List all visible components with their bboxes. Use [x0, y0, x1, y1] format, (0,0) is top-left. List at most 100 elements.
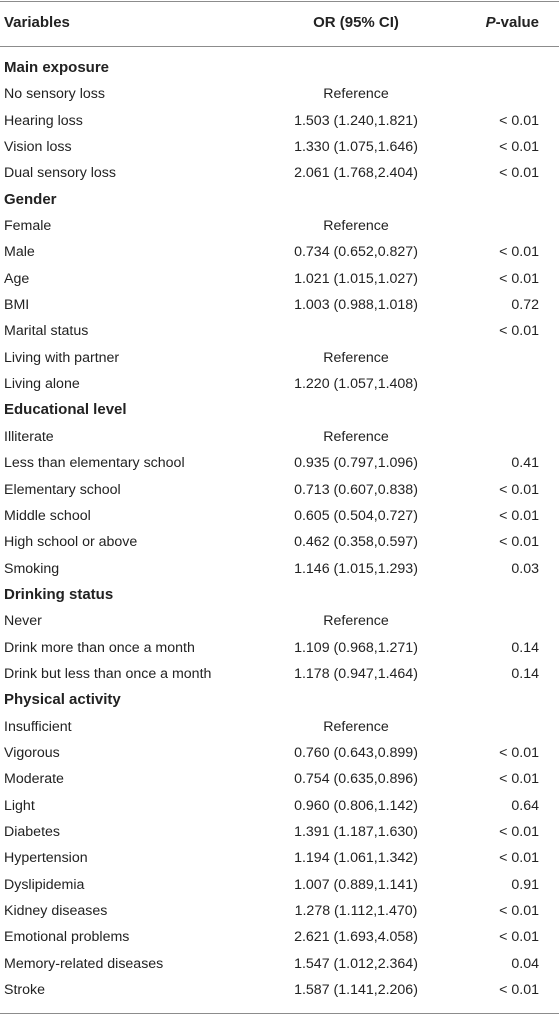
- odds-ratio-cell: 1.278 (1.112,1.470): [294, 903, 418, 919]
- variable-label: Never: [4, 613, 42, 630]
- p-value-cell: 0.04: [511, 955, 539, 972]
- odds-ratio-cell: 1.194 (1.061,1.342): [294, 850, 418, 867]
- table-row: Dual sensory loss 2.061 (1.768,2.404) < 0.…: [0, 160, 559, 186]
- table-row: Middle school 0.605 (0.504,0.727) < 0.01: [0, 503, 559, 529]
- p-value-cell: < 0.01: [499, 903, 539, 919]
- table-row: Hearing loss 1.503 (1.240,1.821) < 0.01: [0, 108, 559, 134]
- p-value-cell: < 0.01: [499, 823, 539, 840]
- table-row: Memory-related diseases 1.547 (1.012,2.36…: [0, 951, 559, 977]
- variable-label: Memory-related diseases: [4, 955, 164, 972]
- variable-label: Less than elementary school: [4, 455, 185, 472]
- variable-label: Hearing loss: [4, 112, 83, 129]
- odds-ratio-cell: 2.621 (1.693,4.058): [294, 929, 418, 946]
- variable-label: Living alone: [4, 376, 80, 393]
- header-p-value: P-value: [486, 14, 539, 31]
- table-row: Age 1.021 (1.015,1.027) < 0.01: [0, 266, 559, 292]
- table-row: No sensory loss Reference: [0, 81, 559, 107]
- table-row: Moderate 0.754 (0.635,0.896) < 0.01: [0, 766, 559, 792]
- p-value-cell: < 0.01: [499, 850, 539, 867]
- table-body: Main exposure No sensory loss Reference Hea…: [0, 55, 559, 1003]
- variable-label: Vision loss: [4, 139, 72, 156]
- odds-ratio-cell: 1.021 (1.015,1.027): [294, 270, 418, 287]
- table-row: High school or above 0.462 (0.358,0.597) <…: [0, 529, 559, 555]
- odds-ratio-cell: 1.178 (0.947,1.464): [294, 665, 418, 682]
- odds-ratio-cell: 0.935 (0.797,1.096): [294, 455, 418, 472]
- table-top-rule: [0, 1, 559, 2]
- odds-ratio-cell: Reference: [323, 86, 389, 103]
- variable-label: Dual sensory loss: [4, 165, 116, 182]
- p-value-cell: < 0.01: [499, 270, 539, 287]
- section-header-row: Drinking status: [0, 582, 559, 608]
- table-row: Dyslipidemia 1.007 (0.889,1.141) 0.91: [0, 872, 559, 898]
- table-row: Drink but less than once a month 1.178 (0…: [0, 661, 559, 687]
- section-label: Educational level: [4, 401, 127, 419]
- p-value-cell: < 0.01: [499, 139, 539, 156]
- section-label: Main exposure: [4, 59, 110, 76]
- odds-ratio-cell: 2.061 (1.768,2.404): [294, 165, 418, 182]
- table-header: Variables OR (95% CI) P-value: [0, 1, 559, 46]
- variable-label: Male: [4, 244, 35, 261]
- table-row: Emotional problems 2.621 (1.693,4.058) < 0…: [0, 924, 559, 950]
- variable-label: Light: [4, 797, 35, 814]
- p-value-cell: 0.41: [511, 455, 539, 472]
- odds-ratio-cell: Reference: [323, 349, 389, 366]
- header-or: OR (95% CI): [313, 14, 399, 31]
- variable-label: Drink more than once a month: [4, 639, 195, 656]
- table-row: Never Reference: [0, 608, 559, 634]
- variable-label: Illiterate: [4, 428, 54, 445]
- table-row: Stroke 1.587 (1.141,2.206) < 0.01: [0, 977, 559, 1003]
- table-row: Living alone 1.220 (1.057,1.408): [0, 371, 559, 397]
- p-value-cell: < 0.01: [499, 929, 539, 946]
- section-label: Physical activity: [4, 691, 121, 709]
- table-row: Male 0.734 (0.652,0.827) < 0.01: [0, 239, 559, 265]
- odds-ratio-cell: 1.391 (1.187,1.630): [294, 823, 418, 840]
- p-value-cell: 0.91: [511, 876, 539, 893]
- variable-label: BMI: [4, 297, 30, 314]
- table-row: Hypertension 1.194 (1.061,1.342) < 0.01: [0, 845, 559, 871]
- variable-label: No sensory loss: [4, 86, 105, 103]
- p-value-cell: < 0.01: [499, 244, 539, 261]
- variable-label: High school or above: [4, 534, 138, 551]
- table-row: Vision loss 1.330 (1.075,1.646) < 0.01: [0, 134, 559, 160]
- table-row: Vigorous 0.760 (0.643,0.899) < 0.01: [0, 740, 559, 766]
- variable-label: Living with partner: [4, 349, 120, 366]
- header-p-rest: -value: [495, 14, 539, 31]
- variable-label: Diabetes: [4, 823, 60, 840]
- variable-label: Drink but less than once a month: [4, 665, 212, 682]
- p-value-cell: < 0.01: [499, 534, 539, 551]
- odds-ratio-cell: Reference: [323, 218, 389, 235]
- p-value-cell: < 0.01: [499, 481, 539, 498]
- p-value-cell: < 0.01: [499, 744, 539, 761]
- variable-label: Elementary school: [4, 481, 121, 498]
- variable-label: Stroke: [4, 982, 46, 999]
- section-header-row: Main exposure: [0, 55, 559, 81]
- odds-ratio-cell: 1.003 (0.988,1.018): [294, 297, 418, 314]
- odds-ratio-cell: Reference: [323, 613, 389, 630]
- table-row: Diabetes 1.391 (1.187,1.630) < 0.01: [0, 819, 559, 845]
- p-value-cell: < 0.01: [499, 165, 539, 182]
- odds-ratio-cell: 1.587 (1.141,2.206): [294, 982, 418, 999]
- header-p-italic: P: [485, 14, 496, 31]
- table-row: Smoking 1.146 (1.015,1.293) 0.03: [0, 556, 559, 582]
- table-row: Marital status < 0.01: [0, 318, 559, 344]
- section-header-row: Educational level: [0, 397, 559, 423]
- table-row: Living with partner Reference: [0, 345, 559, 371]
- p-value-cell: 0.64: [511, 797, 539, 814]
- variable-label: Smoking: [4, 560, 60, 577]
- section-header-row: Physical activity: [0, 687, 559, 713]
- p-value-cell: < 0.01: [499, 982, 539, 999]
- odds-ratio-cell: Reference: [323, 428, 389, 445]
- variable-label: Middle school: [4, 507, 91, 524]
- table-row: Light 0.960 (0.806,1.142) 0.64: [0, 793, 559, 819]
- table-row: Kidney diseases 1.278 (1.112,1.470) < 0.01: [0, 898, 559, 924]
- odds-ratio-cell: 0.605 (0.504,0.727): [294, 507, 418, 524]
- p-value-cell: 0.14: [511, 639, 539, 656]
- p-value-cell: 0.03: [511, 560, 539, 577]
- odds-ratio-cell: 0.734 (0.652,0.827): [294, 244, 418, 261]
- variable-label: Emotional problems: [4, 929, 130, 946]
- odds-ratio-cell: 1.547 (1.012,2.364): [294, 955, 418, 972]
- p-value-cell: < 0.01: [499, 771, 539, 788]
- section-header-row: Gender: [0, 187, 559, 213]
- table-row: BMI 1.003 (0.988,1.018) 0.72: [0, 292, 559, 318]
